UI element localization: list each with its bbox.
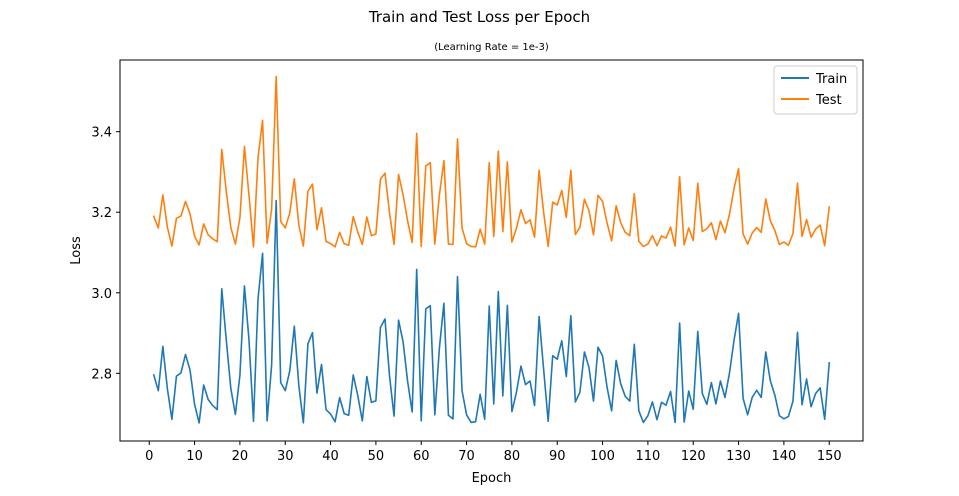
y-tick-label: 3.4 [91,126,112,141]
x-tick-label: 120 [681,449,706,464]
x-tick-label: 50 [368,449,385,464]
x-tick-label: 100 [590,449,615,464]
x-tick-label: 90 [549,449,566,464]
x-tick-label: 60 [413,449,430,464]
x-tick-label: 80 [504,449,521,464]
x-tick-label: 70 [458,449,475,464]
x-tick-label: 30 [277,449,294,464]
x-tick-label: 140 [771,449,796,464]
series-layer [152,75,831,424]
series-line-train [152,199,831,424]
y-tick-label: 3.2 [91,206,112,221]
axes-spines [119,59,864,442]
x-tick-label: 110 [635,449,660,464]
chart-subtitle: (Learning Rate = 1e-3) [434,42,549,53]
chart-title: Train and Test Loss per Epoch [368,8,590,26]
x-tick-label: 130 [726,449,751,464]
y-axis-label: Loss [69,236,84,265]
y-tick-label: 2.8 [91,367,112,382]
x-axis-label: Epoch [472,471,512,486]
legend: Train Test [773,65,858,115]
x-tick-label: 10 [186,449,203,464]
x-axis-ticks: 0 10 20 30 40 50 60 70 80 90 100 110 120 130 140 150 [145,441,842,464]
legend-label-train: Train [815,72,847,87]
x-tick-label: 40 [322,449,339,464]
y-axis-ticks: 2.8 3.0 3.2 3.4 [91,126,120,382]
x-tick-label: 20 [232,449,249,464]
y-tick-label: 3.0 [91,287,112,302]
legend-label-test: Test [815,93,842,108]
x-tick-label: 0 [145,449,153,464]
x-tick-label: 150 [817,449,842,464]
plot-frame [120,60,863,441]
series-line-test [152,75,831,248]
plot-area [119,59,864,442]
